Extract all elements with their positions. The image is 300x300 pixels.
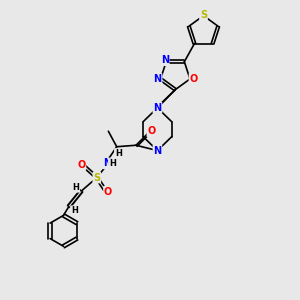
Text: H: H [109,159,116,168]
Text: N: N [153,146,161,156]
Text: H: H [71,206,78,215]
Text: N: N [154,74,162,84]
Text: O: O [189,74,198,84]
Text: N: N [103,158,111,168]
Text: O: O [77,160,86,170]
Text: N: N [153,103,161,113]
Text: N: N [160,55,169,65]
Text: H: H [115,149,122,158]
Text: S: S [93,172,100,183]
Text: O: O [147,126,156,136]
Text: O: O [104,187,112,196]
Text: S: S [200,10,207,20]
Text: H: H [73,183,80,192]
